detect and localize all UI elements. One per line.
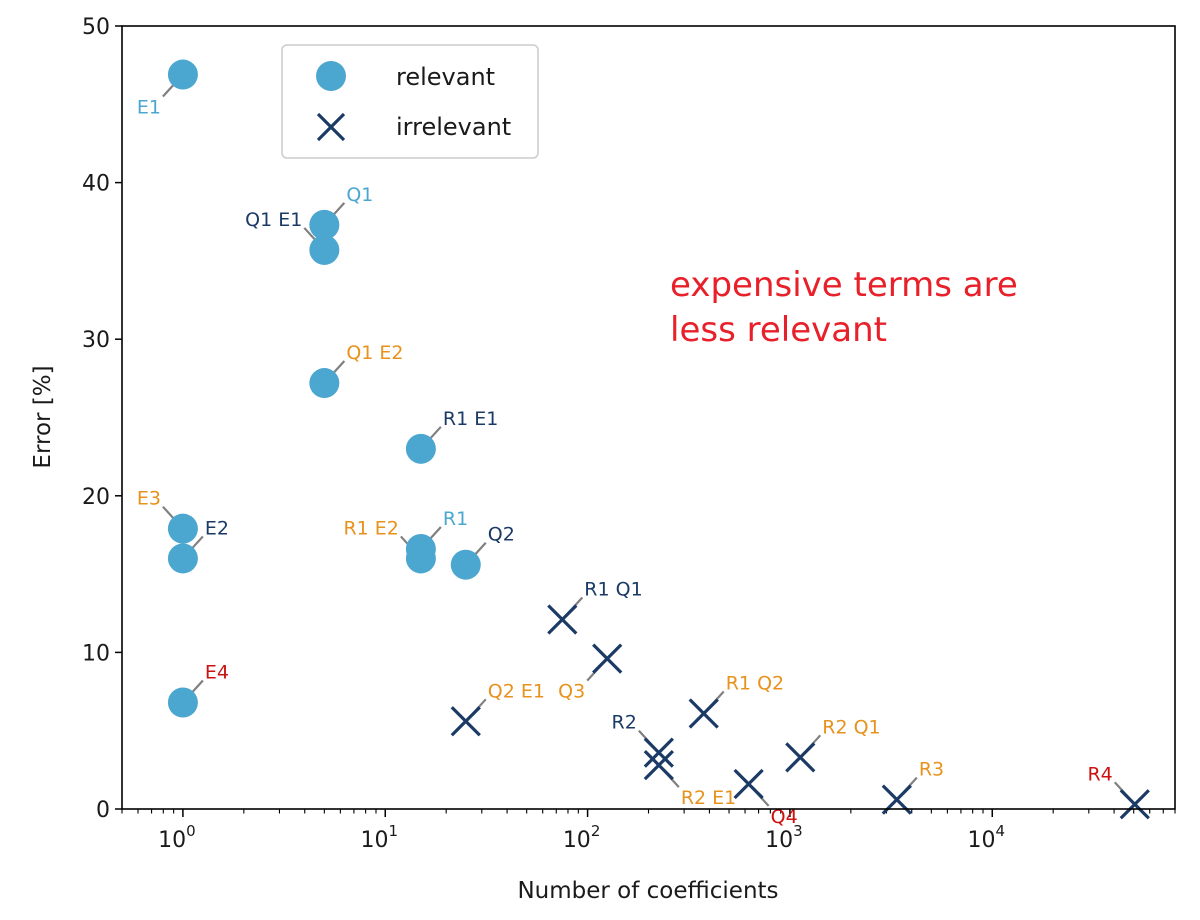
point-r1-e2 [405, 543, 436, 574]
leader-lines [162, 73, 1136, 807]
point-r2-e1 [643, 750, 674, 781]
point-label-r1-e1: R1 E1 [443, 408, 498, 430]
point-r1-q2-stroke [688, 698, 719, 729]
legend-relevant-label: relevant [396, 63, 495, 91]
x-tick-label: 103 [765, 822, 803, 853]
y-tick-label: 50 [82, 15, 110, 40]
point-label-r1: R1 [443, 508, 468, 530]
x-tick-label: 101 [360, 822, 398, 853]
annotation-line-1: expensive terms are [670, 265, 1018, 305]
point-q1-e2 [309, 368, 340, 399]
legend-relevant-marker [316, 61, 346, 91]
point-label-e1: E1 [137, 97, 161, 119]
ticks-layer: 0 10 20 30 40 50 100 101 102 103 104 [82, 15, 1176, 853]
x-tick-label: 100 [158, 822, 196, 853]
point-r1-e1 [405, 433, 436, 464]
point-label-q4: Q4 [771, 806, 798, 828]
point-r2-q1 [785, 742, 816, 773]
x-tick-label: 104 [967, 822, 1005, 853]
point-label-e3: E3 [137, 488, 161, 510]
point-label-q1-e1: Q1 E1 [245, 209, 302, 231]
point-r1-q2 [688, 698, 719, 729]
point-q3-stroke [592, 643, 623, 674]
point-label-r2-e1: R2 E1 [681, 787, 736, 809]
point-q3 [592, 643, 623, 674]
point-label-r4: R4 [1087, 763, 1112, 785]
point-q2-e1 [450, 706, 481, 737]
y-axis-title: Error [%] [30, 365, 56, 468]
point-labels: E1 Q1 Q1 E1 Q1 E2 R1 E1 E3 E2 R1 R1 E2 Q2 E4 R1 Q1 Q… [137, 97, 1113, 828]
point-label-r1-q1: R1 Q1 [584, 579, 642, 601]
x-axis-title: Number of coefficients [517, 878, 778, 904]
legend-x-stroke [316, 112, 346, 142]
point-r4 [1119, 789, 1150, 820]
annotation-line-2: less relevant [670, 310, 887, 350]
point-q1 [309, 209, 340, 240]
point-label-q3: Q3 [558, 681, 585, 703]
point-r2-e1-stroke [643, 750, 674, 781]
point-r1-q1-stroke [547, 604, 578, 635]
markers-layer [167, 59, 1150, 820]
point-label-r2: R2 [612, 712, 637, 734]
plot-area-frame [121, 25, 1176, 810]
point-r2 [643, 737, 674, 768]
annotation-text: expensive terms are less relevant [670, 265, 1029, 350]
y-tick-label: 20 [82, 485, 110, 510]
point-q2-e1-stroke [450, 706, 481, 737]
point-label-q2-e1: Q2 E1 [488, 680, 545, 702]
point-label-e4: E4 [205, 662, 229, 684]
point-label-e2: E2 [205, 517, 229, 539]
y-tick-label: 0 [96, 798, 110, 823]
point-e2 [167, 543, 198, 574]
point-q2 [450, 549, 481, 580]
point-label-q1: Q1 [346, 184, 373, 206]
point-r1-q1 [547, 604, 578, 635]
point-label-q2: Q2 [488, 524, 515, 546]
legend: relevant irrelevant [281, 44, 539, 159]
point-q4 [733, 768, 764, 800]
x-tick-label: 102 [563, 822, 601, 853]
y-tick-label: 10 [82, 641, 110, 666]
point-label-r1-e2: R1 E2 [343, 517, 398, 539]
point-e1 [167, 59, 198, 90]
point-e4 [167, 687, 198, 718]
point-r2-q1-stroke [785, 742, 816, 773]
point-r4-stroke [1119, 789, 1150, 820]
point-label-r2-q1: R2 Q1 [822, 716, 880, 738]
legend-box [281, 44, 539, 159]
point-q4-stroke [733, 768, 764, 800]
point-r2-stroke [643, 737, 674, 768]
point-label-r3: R3 [919, 759, 944, 781]
y-tick-label: 40 [82, 172, 110, 197]
legend-irrelevant-marker [316, 112, 346, 142]
point-label-r1-q2: R1 Q2 [726, 672, 784, 694]
point-e3 [167, 513, 198, 544]
point-q1-e1 [309, 234, 340, 265]
point-label-q1-e2: Q1 E2 [346, 342, 403, 364]
legend-irrelevant-label: irrelevant [396, 113, 511, 141]
y-tick-label: 30 [82, 328, 110, 353]
